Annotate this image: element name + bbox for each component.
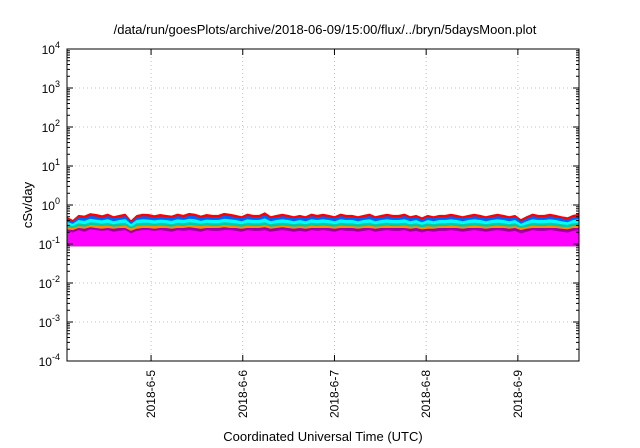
y-axis-ticks: 10-4 10-3 10-2 10-1 100 101 102 103 104 xyxy=(39,40,579,369)
y-tick-label: 10-1 xyxy=(39,235,60,252)
x-tick-label: 2018-6-9 xyxy=(511,370,525,418)
y-tick-label: 10-2 xyxy=(39,274,60,291)
y-tick-label: 10-3 xyxy=(39,313,60,330)
x-tick-label: 2018-6-8 xyxy=(419,370,433,418)
chart-title: /data/run/goesPlots/archive/2018-06-09/1… xyxy=(114,22,537,37)
y-tick-label: 104 xyxy=(42,40,60,57)
x-tick-label: 2018-6-7 xyxy=(327,370,341,418)
y-tick-label: 101 xyxy=(42,157,60,174)
x-axis-label: Coordinated Universal Time (UTC) xyxy=(223,429,422,444)
y-tick-label: 103 xyxy=(42,79,60,96)
grid-lines xyxy=(67,49,579,361)
y-tick-label: 10-4 xyxy=(39,352,60,369)
x-tick-label: 2018-6-6 xyxy=(236,370,250,418)
y-tick-label: 100 xyxy=(42,196,60,213)
series-group xyxy=(66,212,580,247)
series-lower-edge xyxy=(66,231,580,242)
y-tick-label: 102 xyxy=(42,118,60,135)
x-tick-label: 2018-6-5 xyxy=(144,370,158,418)
y-axis-label: cSv/day xyxy=(20,181,35,228)
x-axis-ticks: 2018-6-5 2018-6-6 2018-6-7 2018-6-8 2018-6-9 xyxy=(144,49,525,418)
